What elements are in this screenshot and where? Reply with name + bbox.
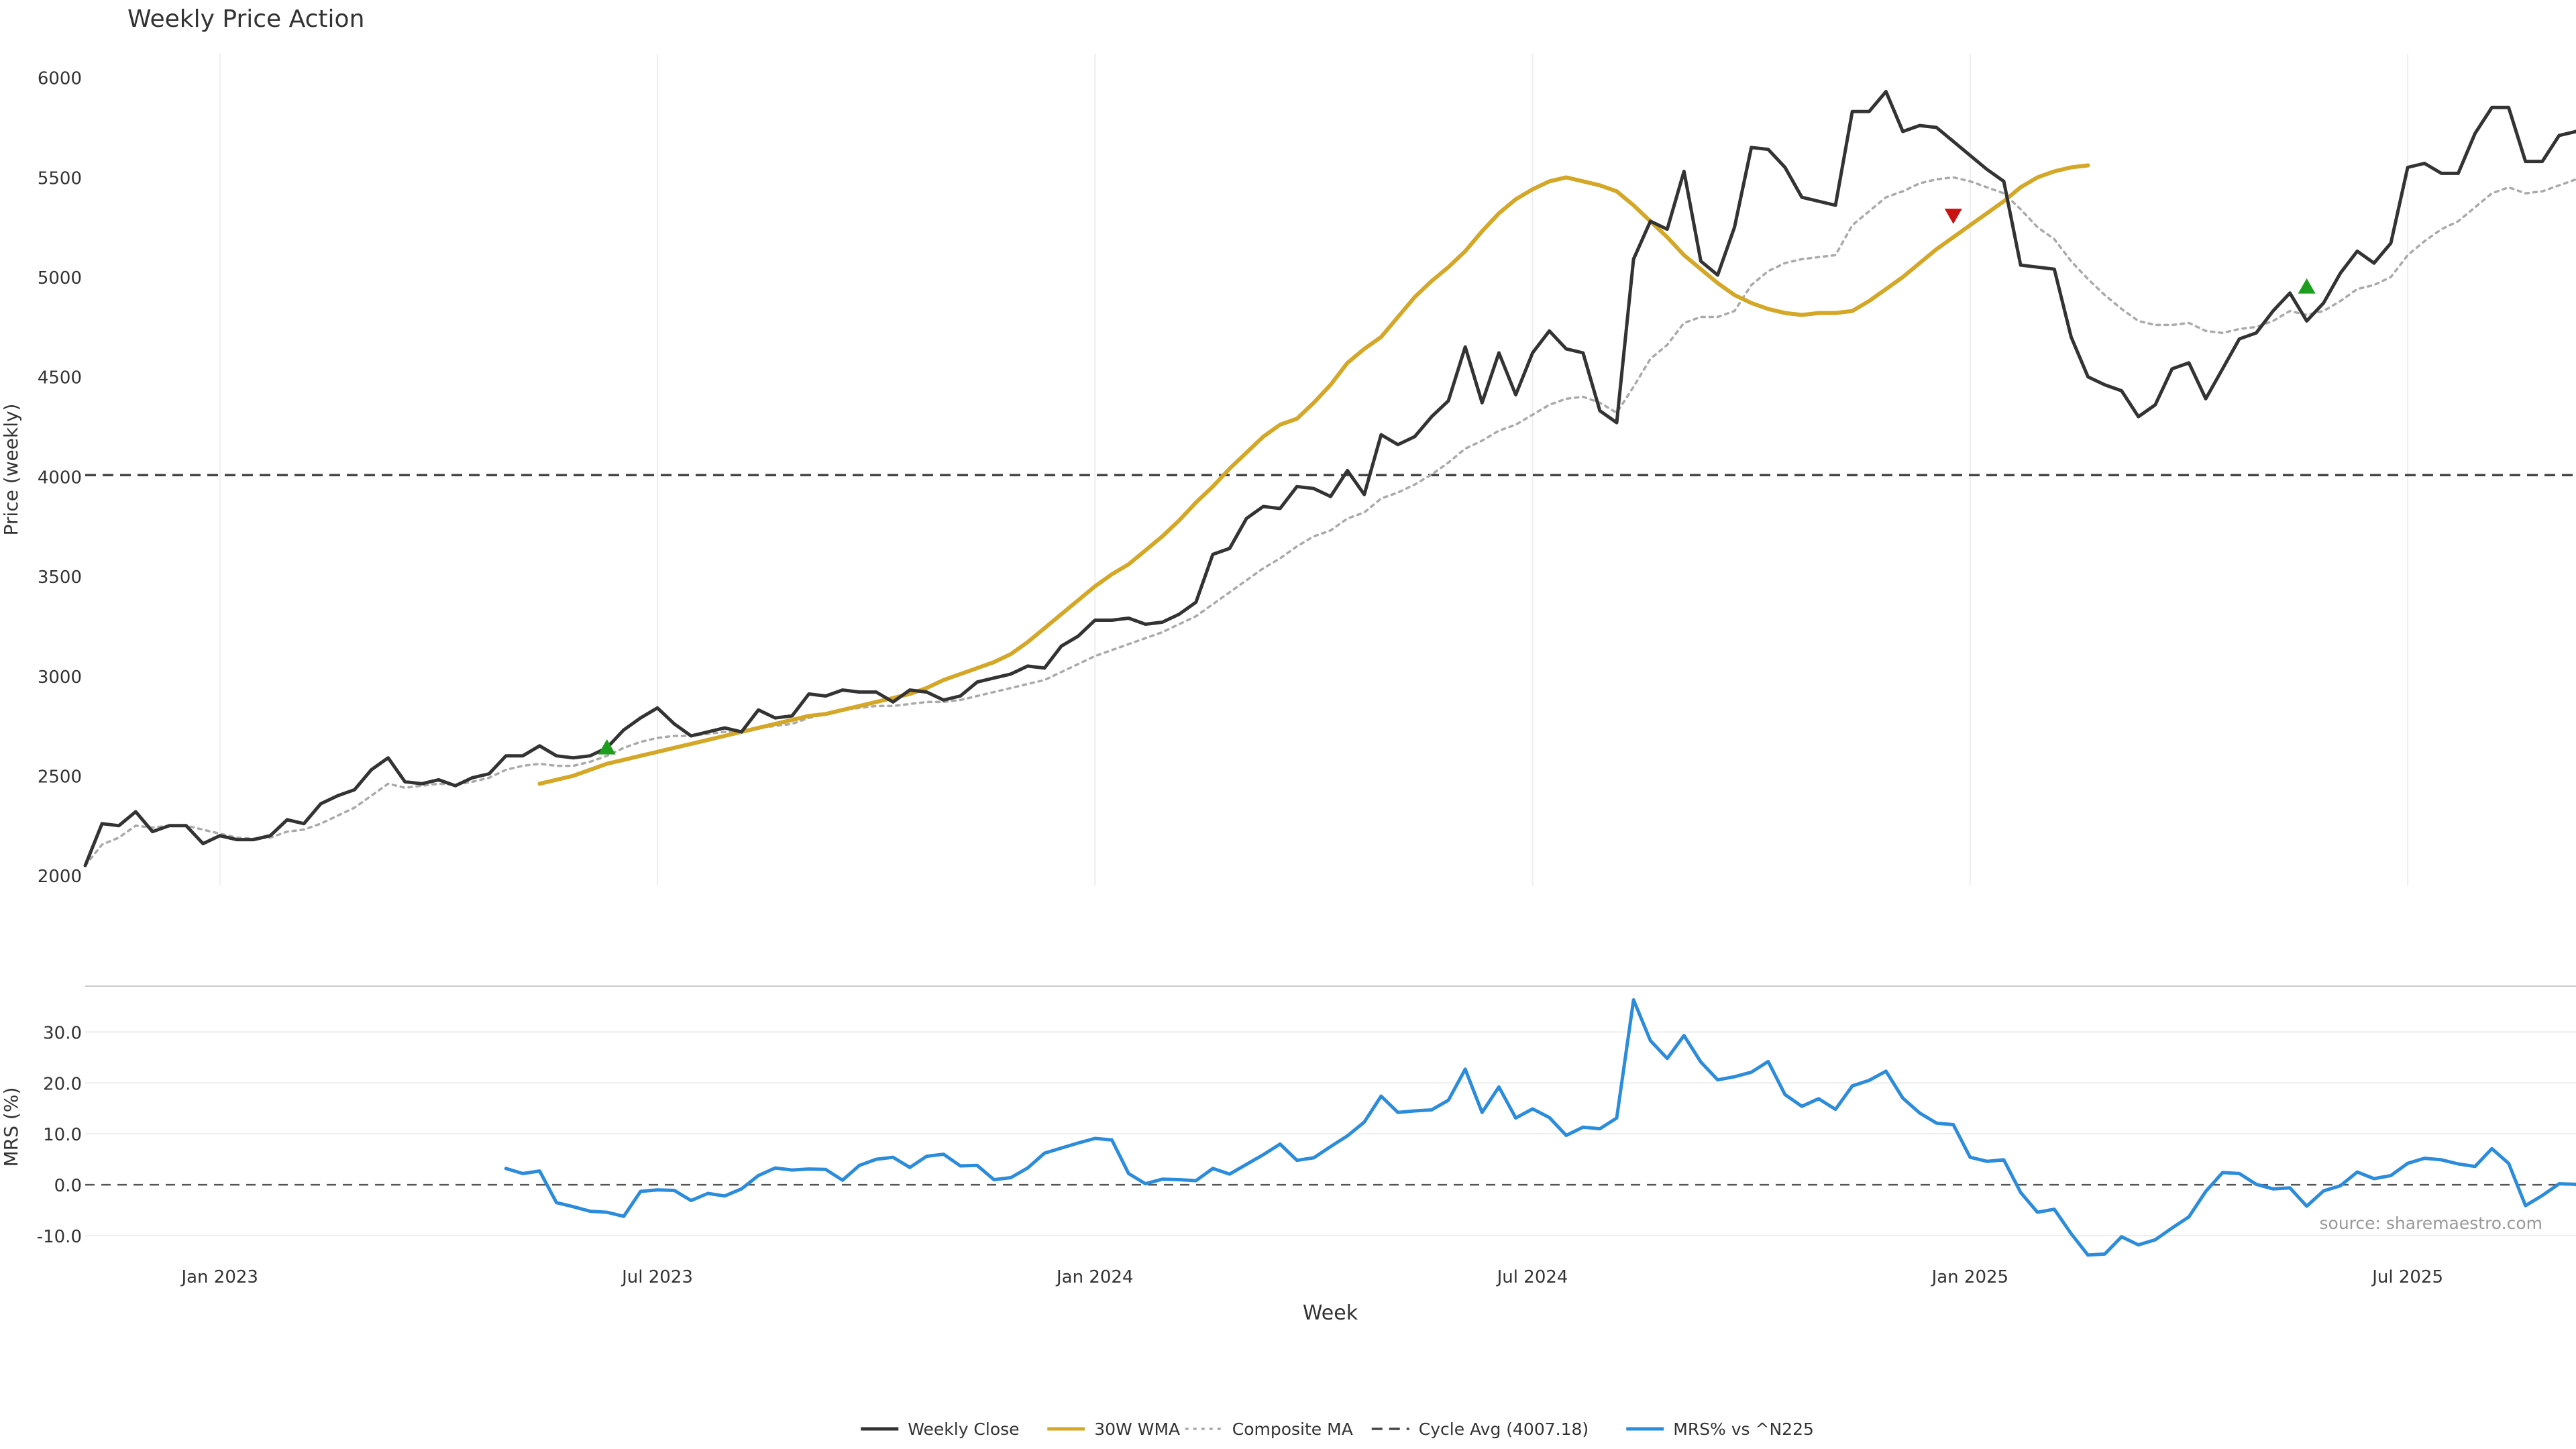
mrs-ytick-label: -10.0 <box>37 1227 82 1247</box>
price-ytick-label: 3000 <box>38 667 82 688</box>
x-tick-label: Jan 2023 <box>180 1267 258 1287</box>
x-tick-label: Jan 2024 <box>1055 1267 1134 1287</box>
price-ytick-label: 5500 <box>38 168 82 189</box>
x-tick-label: Jan 2025 <box>1931 1267 2009 1287</box>
x-tick-label: Jul 2025 <box>2371 1267 2443 1287</box>
mrs-ytick-label: 20.0 <box>43 1074 82 1094</box>
price-ytick-label: 4500 <box>38 368 82 388</box>
composite-ma-line <box>84 176 2576 867</box>
weekly-close-line <box>83 90 2576 867</box>
mrs-line <box>504 998 2576 1257</box>
price-ytick-label: 4000 <box>38 468 82 488</box>
price-ytick-label: 2500 <box>38 767 82 787</box>
source-annotation: source: sharemaestro.com <box>2320 1214 2543 1233</box>
mrs-ytick-label: 0.0 <box>54 1176 82 1196</box>
x-tick-label: Jul 2023 <box>621 1267 693 1287</box>
mrs-ytick-label: 30.0 <box>43 1023 82 1043</box>
sell-signal-marker <box>1944 209 1962 224</box>
price-panel: Weekly Price Action Price (weekly) 2000 2… <box>0 5 2576 887</box>
mrs-ytick-label: 10.0 <box>43 1125 82 1145</box>
price-ytick-label: 6000 <box>38 69 82 89</box>
chart-title: Weekly Price Action <box>127 5 364 33</box>
price-y-label: Price (weekly) <box>0 404 22 536</box>
legend: Weekly Close 30W WMA Composite MA Cycle Avg… <box>861 1419 1814 1439</box>
mrs-panel: MRS (%) -10.0 0.0 10.0 20.0 30.0 Jan 2023 Jul… <box>0 985 2576 1325</box>
mrs-y-label: MRS (%) <box>0 1087 22 1167</box>
legend-label: 30W WMA <box>1094 1419 1180 1439</box>
buy-signal-marker <box>2298 278 2316 294</box>
legend-label: Composite MA <box>1232 1419 1353 1439</box>
legend-label: Cycle Avg (4007.18) <box>1419 1419 1589 1439</box>
buy-signal-marker <box>598 739 616 755</box>
x-tick-label: Jul 2024 <box>1496 1267 1568 1287</box>
30w-wma-line <box>537 163 2090 786</box>
x-axis-label: Week <box>1303 1301 1358 1325</box>
price-ytick-label: 5000 <box>38 268 82 288</box>
price-ytick-label: 2000 <box>38 867 82 887</box>
legend-label: Weekly Close <box>908 1419 1019 1439</box>
legend-label: MRS% vs ^N225 <box>1673 1419 1814 1439</box>
price-ytick-label: 3500 <box>38 568 82 588</box>
